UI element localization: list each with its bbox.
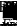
Text: Mb $^3$ZnP* →: Mb $^3$ZnP* → (10, 7, 17, 23)
Text: Ru$^{3+}$: Ru$^{3+}$ (11, 7, 17, 24)
Text: Q$_B^-$ →: Q$_B^-$ → (13, 7, 17, 25)
Text: Q$_A$: Q$_A$ (6, 4, 17, 20)
Text: Another deviation (circle 10) is related to ET from that reduced primary quinone: Another deviation (circle 10) is related… (1, 20, 17, 26)
Text: 52: 52 (1, 1, 17, 14)
Text: c$_{559}$ → BChl$_2^+$: c$_{559}$ → BChl$_2^+$ (8, 2, 17, 20)
Text: Q$_A$ →: Q$_A$ → (9, 4, 17, 20)
Text: Figure 2.8.  The Gibbs energy optimized ET rate vs. edge-to-edge distance relati: Figure 2.8. The Gibbs energy optimized E… (1, 18, 17, 26)
Text: relationship with β = 1.3 Å-1 was demonstrated for the experimental rate constan: relationship with β = 1.3 Å-1 was demons… (1, 1, 17, 26)
Text: BChl$_2^+$ → BChl: BChl$_2^+$ → BChl (4, 0, 17, 19)
Text: BPh− →: BPh− → (5, 5, 17, 18)
Text: CHAPTER 2: CHAPTER 2 (0, 1, 17, 14)
Text: Q$_B$: Q$_B$ (9, 5, 17, 20)
Text: Cyt c: Cyt c (7, 7, 17, 20)
Text: $^3$ZnP* → Ru$^{3+}$: $^3$ZnP* → Ru$^{3+}$ (6, 6, 17, 22)
Text: BChl$_2^+$: BChl$_2^+$ (13, 8, 17, 26)
Text: BPh− → BChl$_2^+$: BPh− → BChl$_2^+$ (7, 1, 17, 20)
Text: $^3$ZnP* →: $^3$ZnP* → (10, 7, 17, 23)
Text: Q$_A^-$ → BChl$_2^+$: Q$_A^-$ → BChl$_2^+$ (9, 7, 17, 25)
Text: BChl− → BPh: BChl− → BPh (4, 2, 17, 15)
